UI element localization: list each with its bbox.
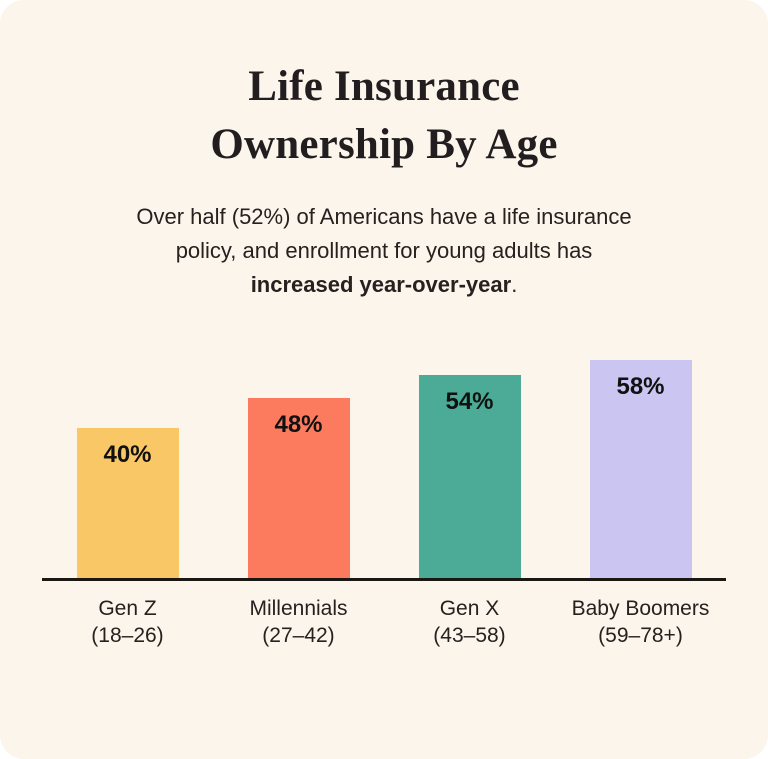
bar-gen-x: 54% [418,375,521,578]
category-name: Baby Boomers [571,597,710,620]
category-labels-row: Gen Z (18–26) Millennials (27–42) Gen X … [42,595,726,649]
chart-title-line-1: Life Insurance [248,63,520,110]
chart-title-line-2: Ownership By Age [210,121,558,168]
bar-group-gen-z: 40% [42,345,213,578]
bar-value-label-gen-z: 40% [103,441,152,468]
bars-row: 40% 48% 54% 58% [42,345,726,578]
category-label-millennials: Millennials (27–42) [213,595,384,649]
age-range: (27–42) [262,624,335,647]
subtitle-bold-text: increased year-over-year [250,272,512,297]
subtitle-line-3: increased year-over-year. [74,268,694,302]
bar-baby-boomers: 58% [589,360,692,578]
subtitle-line-2: policy, and enrollment for young adults … [175,238,593,263]
chart-title: Life Insurance Ownership By Age [0,0,768,174]
bar-value-label-gen-x: 54% [445,388,494,415]
category-label-baby-boomers: Baby Boomers (59–78+) [555,595,726,649]
subtitle-period: . [511,272,518,297]
bar-value-label-baby-boomers: 58% [616,373,665,400]
bar-group-millennials: 48% [213,345,384,578]
chart-subtitle: Over half (52%) of Americans have a life… [74,200,694,302]
age-range: (18–26) [91,624,164,647]
age-range: (43–58) [433,624,506,647]
bar-value-label-millennials: 48% [274,411,323,438]
bar-group-baby-boomers: 58% [555,345,726,578]
subtitle-line-1: Over half (52%) of Americans have a life… [136,204,632,229]
x-axis-line [42,578,726,581]
age-range: (59–78+) [598,624,683,647]
category-name: Gen Z [98,597,157,620]
bar-gen-z: 40% [76,428,179,578]
category-label-gen-z: Gen Z (18–26) [42,595,213,649]
bar-group-gen-x: 54% [384,345,555,578]
category-name: Millennials [249,597,348,620]
category-label-gen-x: Gen X (43–58) [384,595,555,649]
bar-chart: 40% 48% 54% 58% Gen Z [42,345,726,649]
bar-millennials: 48% [247,398,350,578]
category-name: Gen X [439,597,500,620]
